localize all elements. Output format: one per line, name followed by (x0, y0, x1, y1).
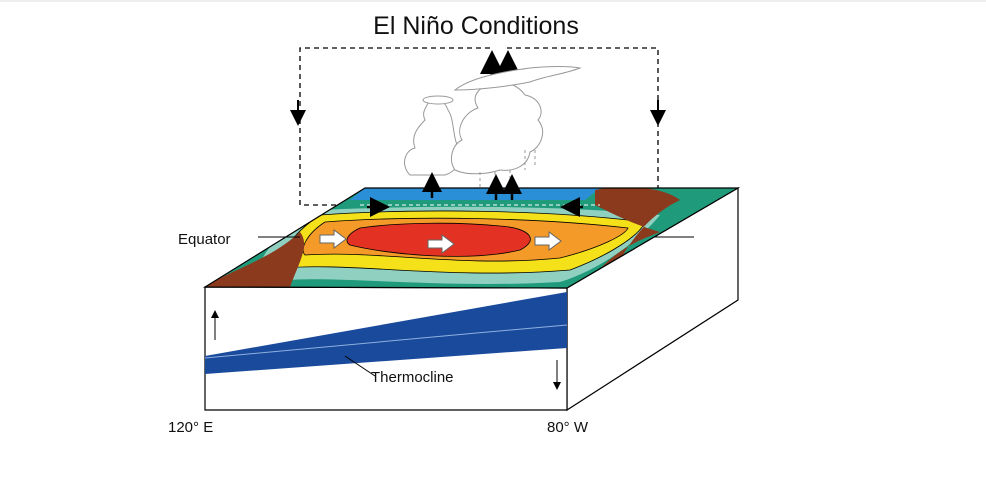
ocean-surface (205, 188, 738, 288)
thermocline-leader (344, 355, 376, 377)
thermocline-line (204, 324, 568, 359)
west-label: 120° E (168, 419, 213, 436)
top-outline (202, 187, 741, 289)
title: El Niño Conditions (373, 12, 579, 40)
surface-arrows (367, 172, 583, 217)
east-label: 80° W (547, 419, 589, 436)
thermocline-label: Thermocline (371, 369, 454, 386)
thermocline-layer (205, 292, 567, 374)
clouds (404, 66, 582, 188)
wind-arrows (319, 229, 562, 254)
equator-label: Equator (178, 231, 231, 248)
